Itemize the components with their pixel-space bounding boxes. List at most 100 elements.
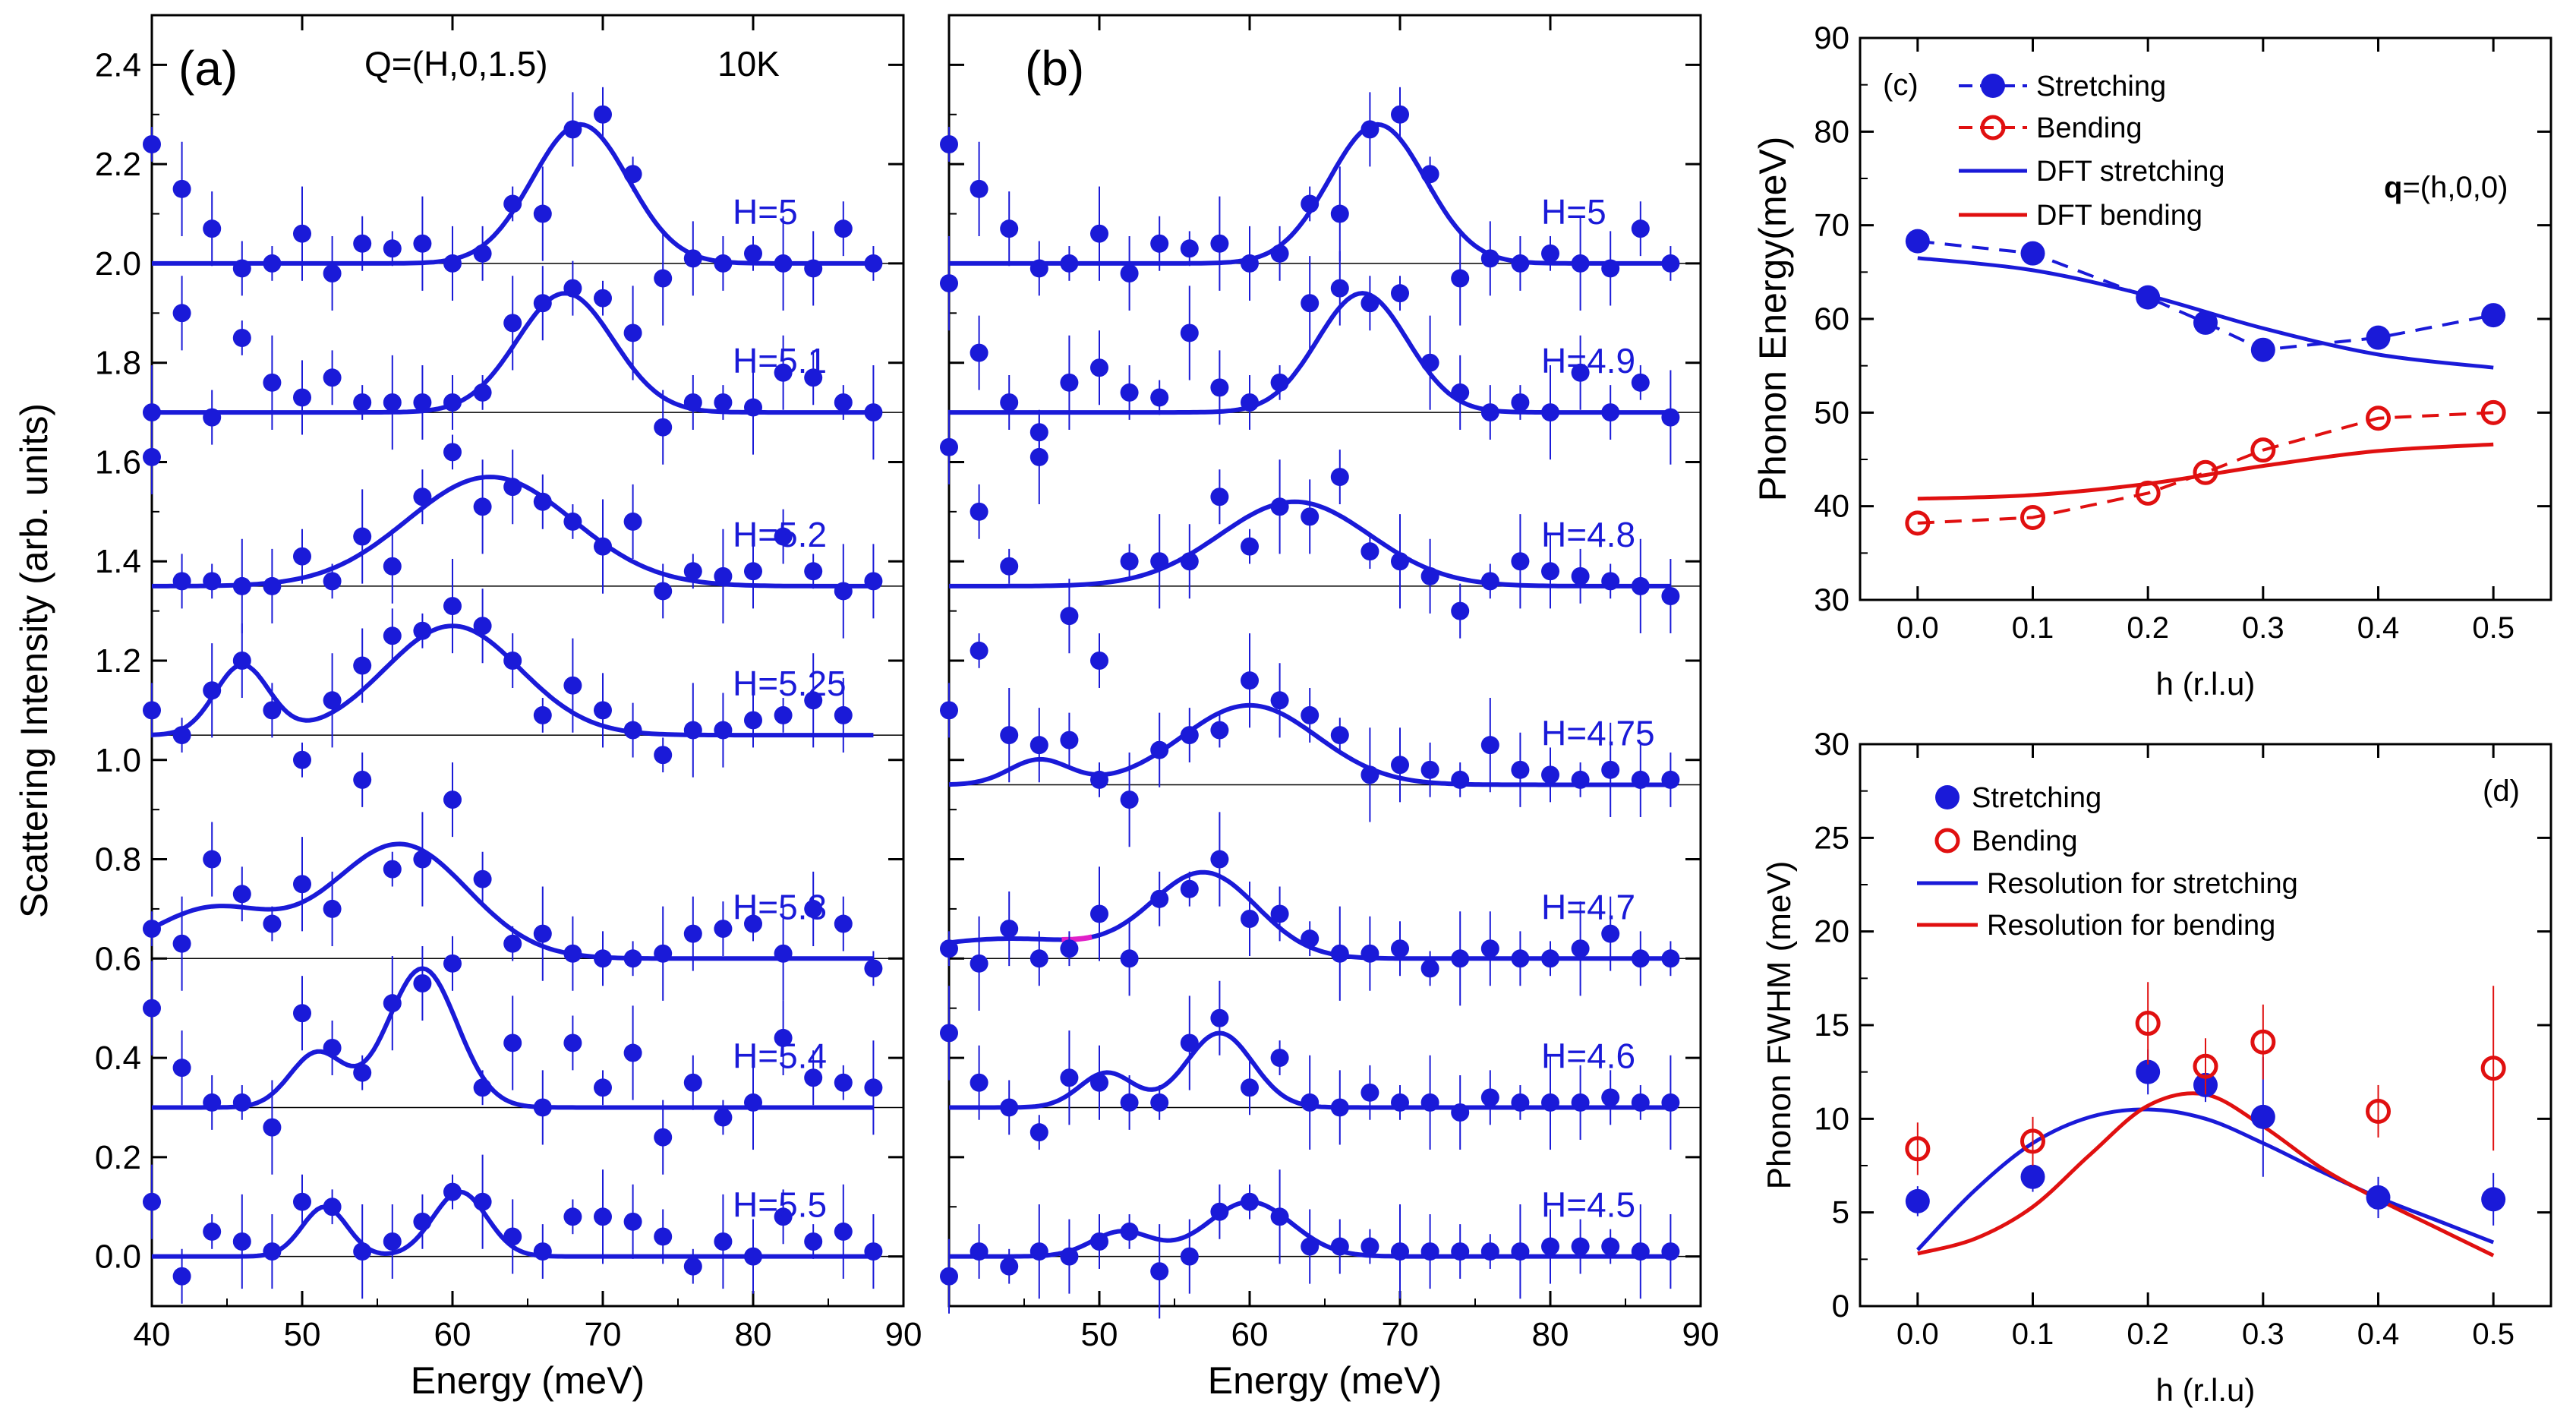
y-tick-label: 0.8 xyxy=(95,841,141,879)
data-point xyxy=(864,959,883,978)
series-label: H=4.6 xyxy=(1541,1036,1635,1075)
data-point xyxy=(1241,393,1259,412)
data-point xyxy=(533,294,552,313)
data-point xyxy=(1451,770,1470,789)
data-point xyxy=(2136,285,2161,310)
series-line xyxy=(1916,1107,2495,1251)
data-point xyxy=(2250,1104,2275,1129)
data-point xyxy=(714,1232,733,1251)
data-point xyxy=(1060,1068,1079,1087)
data-point xyxy=(594,701,612,720)
data-point xyxy=(834,1073,853,1092)
data-point xyxy=(654,269,673,288)
data-point xyxy=(1361,765,1379,784)
data-point xyxy=(1241,1192,1259,1211)
series-label: H=5.1 xyxy=(733,341,827,380)
data-point xyxy=(263,1118,282,1137)
data-point xyxy=(1301,507,1320,526)
y-tick-label: 0.4 xyxy=(95,1040,141,1077)
data-point xyxy=(1330,1237,1349,1256)
series-label: H=4.75 xyxy=(1541,713,1655,753)
data-point xyxy=(1060,939,1079,958)
x-tick-label: 0.1 xyxy=(2012,1317,2054,1351)
data-point xyxy=(413,1212,432,1231)
data-point xyxy=(503,194,522,213)
data-point xyxy=(1029,1123,1048,1142)
data-point xyxy=(1000,219,1019,238)
data-point xyxy=(1541,1093,1559,1112)
y-tick-label: 30 xyxy=(1814,726,1849,762)
panel-d-lines xyxy=(1916,1091,2495,1257)
data-point xyxy=(503,478,522,497)
data-point xyxy=(203,681,222,700)
data-point xyxy=(1631,1093,1650,1112)
data-point xyxy=(1361,1083,1379,1102)
data-point xyxy=(774,705,793,724)
data-point xyxy=(683,1257,702,1276)
data-point xyxy=(1480,403,1499,422)
x-tick-label: 60 xyxy=(1231,1316,1269,1353)
data-point xyxy=(970,343,988,362)
data-point xyxy=(1210,1202,1229,1221)
data-point xyxy=(1571,363,1590,382)
data-point xyxy=(1541,765,1559,784)
data-point xyxy=(383,626,402,645)
data-point xyxy=(503,1227,522,1246)
data-point xyxy=(263,1242,282,1261)
data-point xyxy=(1210,1008,1229,1027)
data-point xyxy=(1511,1093,1530,1112)
x-tick-label: 0.4 xyxy=(2357,611,2400,645)
y-tick-label: 2.4 xyxy=(95,46,141,84)
panel-a-energy-scans: 40 50 60 70 80 90 0.0 0.2 0.4 0.6 0.8 1.0 1.2 1.4 1.6 1… xyxy=(13,14,922,1402)
data-point xyxy=(1120,1222,1139,1241)
data-point xyxy=(1270,373,1289,392)
data-point xyxy=(1420,760,1439,779)
data-point xyxy=(1361,120,1379,139)
data-point xyxy=(1090,224,1108,243)
y-tick-label: 1.0 xyxy=(95,742,141,779)
data-point xyxy=(1601,403,1620,422)
data-point xyxy=(533,1098,552,1117)
data-point xyxy=(774,527,793,546)
legend-label: Resolution for bending xyxy=(1987,910,2275,942)
data-point xyxy=(1210,721,1229,740)
data-point xyxy=(172,726,191,745)
x-tick-label: 0.2 xyxy=(2127,1317,2169,1351)
data-point xyxy=(293,1004,311,1023)
data-point xyxy=(1420,1242,1439,1261)
data-point xyxy=(1420,959,1439,978)
data-point xyxy=(1120,264,1139,282)
series-label: H=4.5 xyxy=(1541,1185,1635,1225)
data-point xyxy=(1391,105,1409,124)
data-point xyxy=(1241,537,1259,556)
y-tick-label: 2.2 xyxy=(95,146,141,183)
series-label: H=5.3 xyxy=(733,887,827,926)
series-label: H=4.7 xyxy=(1541,887,1635,926)
data-point xyxy=(1330,1098,1349,1117)
data-point xyxy=(413,488,432,506)
data-point xyxy=(443,443,462,462)
data-point xyxy=(744,562,762,581)
data-point xyxy=(1210,488,1229,506)
data-point xyxy=(2136,1059,2161,1084)
data-point xyxy=(1150,1262,1169,1281)
panel-c-phonon-energy: 0.0 0.1 0.2 0.3 0.4 0.5 30 40 50 60 70 80 90 Stretch… xyxy=(1751,20,2552,702)
data-point xyxy=(1210,378,1229,397)
data-point xyxy=(1150,740,1169,759)
data-point xyxy=(1029,949,1048,968)
data-point xyxy=(413,234,432,253)
data-point xyxy=(683,249,702,268)
data-point xyxy=(413,974,432,992)
data-point xyxy=(1631,576,1650,595)
data-point xyxy=(323,1198,342,1216)
data-point xyxy=(1301,929,1320,948)
data-point xyxy=(1601,572,1620,591)
data-point xyxy=(143,135,161,153)
data-point xyxy=(1000,1257,1019,1276)
data-point xyxy=(1180,552,1199,571)
data-point xyxy=(744,914,762,933)
data-point xyxy=(383,557,402,576)
data-point xyxy=(1090,1232,1108,1251)
data-point xyxy=(940,939,958,958)
x-tick-label: 70 xyxy=(585,1316,622,1353)
